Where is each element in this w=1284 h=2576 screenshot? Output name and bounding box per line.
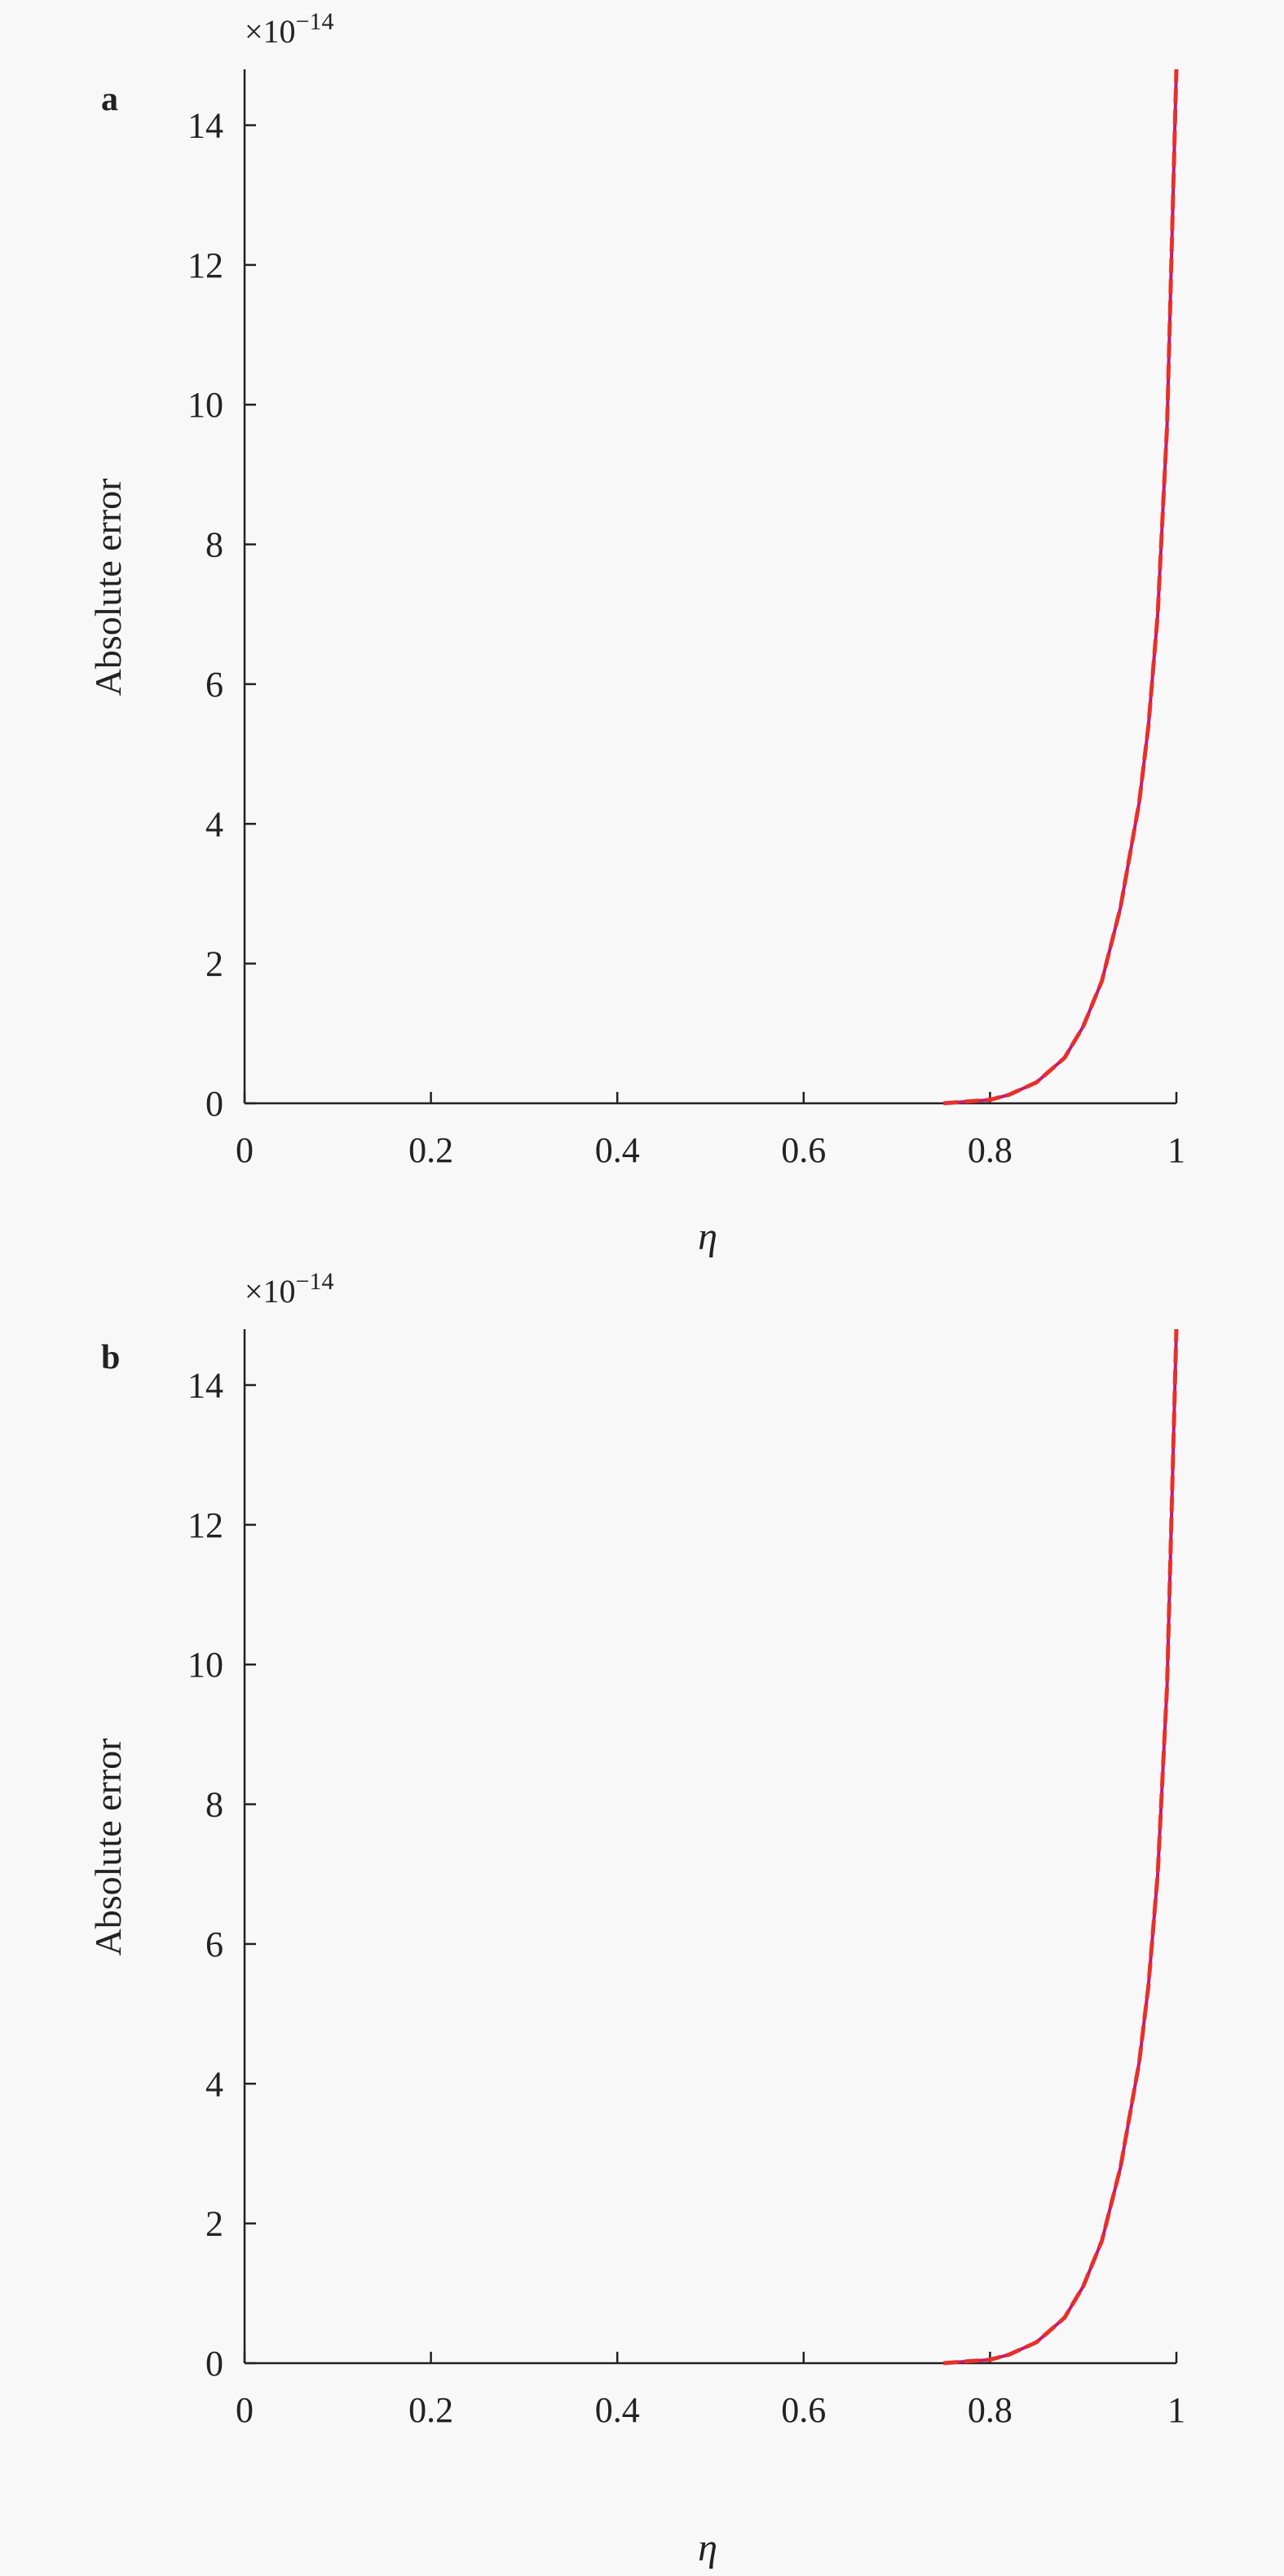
x-tick-label: 0.6: [781, 2390, 826, 2430]
series-line-dashed: [943, 1328, 1179, 2366]
x-tick-label: 0.8: [968, 1130, 1013, 1170]
y-axis-label: Absolute error: [87, 479, 129, 696]
y-tick-label: 8: [205, 1785, 223, 1825]
y-tick-label: 14: [188, 106, 223, 146]
y-tick-label: 6: [205, 1924, 223, 1964]
x-tick-label: 0.6: [781, 1130, 826, 1170]
y-axis-label: Absolute error: [87, 1739, 129, 1956]
x-tick-label: 0.4: [595, 2390, 640, 2430]
y-multiplier: ×10−14: [245, 1268, 333, 1310]
y-tick-label: 4: [205, 2064, 223, 2104]
x-tick-label: 0: [236, 2390, 254, 2430]
chart-panel-a: a ×10−14 Absolute error η 0 0.2 0.4 0.6 0.8 1…: [87, 8, 1185, 1258]
series-line-dashed: [943, 68, 1179, 1106]
y-tick-label: 14: [188, 1366, 223, 1406]
y-tick-label: 2: [205, 944, 223, 984]
y-tick-label: 12: [188, 245, 223, 285]
series-line-solid: [943, 1328, 1178, 2365]
y-tick-label: 0: [205, 1084, 223, 1124]
x-tick-label: 0.2: [408, 1130, 453, 1170]
x-tick-label: 0.2: [408, 2390, 453, 2430]
panel-label: b: [101, 1339, 120, 1376]
series-layer: [943, 1328, 1179, 2366]
x-axis-label: η: [698, 2526, 717, 2569]
x-tick-label: 0.8: [968, 2390, 1013, 2430]
series-line-solid: [943, 68, 1178, 1105]
y-tick-label: 4: [205, 804, 223, 844]
y-tick-label: 10: [188, 1645, 223, 1685]
y-tick-label: 8: [205, 525, 223, 565]
x-tick-label: 0: [236, 1130, 254, 1170]
x-tick-label: 0.4: [595, 1130, 640, 1170]
y-tick-label: 0: [205, 2344, 223, 2384]
y-tick-label: 2: [205, 2204, 223, 2244]
chart-panel-b: b ×10−14 Absolute error η 0 0.2 0.4 0.6 0.8 1…: [87, 1268, 1185, 2569]
series-layer: [943, 68, 1179, 1106]
x-axis-label: η: [698, 1215, 717, 1258]
y-tick-label: 12: [188, 1505, 223, 1545]
x-tick-label: 1: [1167, 1130, 1185, 1170]
y-multiplier: ×10−14: [245, 8, 333, 50]
y-tick-label: 6: [205, 665, 223, 705]
x-tick-label: 1: [1167, 2390, 1185, 2430]
y-tick-label: 10: [188, 385, 223, 425]
panel-label: a: [101, 81, 118, 118]
